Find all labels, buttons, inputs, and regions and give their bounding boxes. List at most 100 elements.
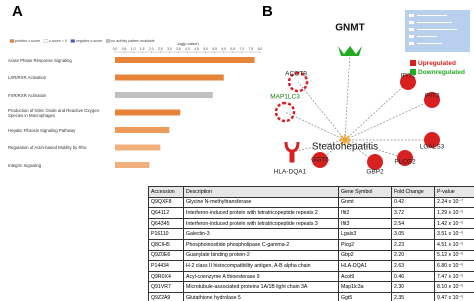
node-label: PLCG2 <box>394 159 416 166</box>
table-cell: HLA-DQA1 <box>338 260 392 272</box>
table-cell: Map1lc3a <box>338 281 392 293</box>
node-shape <box>424 92 440 108</box>
table-row: Q9Z2A9 Glutathione hydrolase 5 Ggt5 2.35 9.4… <box>148 291 474 301</box>
type-legend-icons <box>409 14 457 45</box>
legend-label: z-score = 0 <box>49 39 67 43</box>
table-cell: Lgals3 <box>338 228 392 240</box>
edge <box>344 51 351 141</box>
x-tick-label: 0.5 <box>122 47 127 51</box>
table-cell: 2.23 <box>391 238 435 251</box>
legend-swatch <box>70 39 76 43</box>
column-header: Accession <box>148 186 184 198</box>
table-header: Accession Description Gene Symbol Fold Chan… <box>148 186 474 198</box>
table-cell: Ggt5 <box>338 291 392 301</box>
table-cell: Interferon-induced protein with tetratri… <box>183 207 339 219</box>
table-cell: Q64112 <box>148 207 184 219</box>
x-tick-label: 5.0 <box>203 47 208 51</box>
bar <box>115 57 255 63</box>
column-header: Gene Symbol <box>338 186 392 198</box>
x-tick-label: 6.0 <box>221 47 226 51</box>
table-cell: 2.24 x 10⁻⁷ <box>434 196 474 209</box>
type-legend-box <box>405 10 470 52</box>
category-label: FXR/RXR Activation <box>8 92 47 98</box>
legend-label: negative z-score <box>76 39 102 43</box>
x-tick-label: 8.0 <box>258 47 263 51</box>
edge <box>344 99 433 141</box>
node-shape <box>274 101 296 123</box>
table-cell: Ifit3 <box>338 217 392 230</box>
column-header: Fold Change <box>391 186 435 198</box>
bar <box>115 127 170 133</box>
table-row: Q64345 Interferon-induced protein with te… <box>148 217 474 230</box>
node-shape <box>287 71 309 93</box>
table-cell: 3.72 <box>391 207 435 219</box>
bar <box>115 92 213 98</box>
legend-label: Upregulated <box>418 60 456 67</box>
table-cell: 4.51 x 10⁻⁵ <box>434 238 474 251</box>
center-ray <box>344 135 350 141</box>
table-row: Q9R0X4 Acyl-coenzyme A thioesterase 9 Acot… <box>148 270 474 283</box>
table-cell: Q64345 <box>148 217 184 230</box>
table-cell: 7.47 x 10⁻⁵ <box>434 270 474 283</box>
table-cell: 2.35 <box>391 291 435 301</box>
category-label: LXR/RXR Activation <box>8 75 47 80</box>
table-cell: Interferon-induced protein with tetratri… <box>183 217 339 230</box>
x-tick-label: 7.0 <box>240 47 245 51</box>
legend-label: Downregulated <box>418 69 465 76</box>
node-shape <box>397 150 413 166</box>
node-shape <box>400 74 416 90</box>
x-tick-label: 0.0 <box>113 47 118 51</box>
category-label: Regulation of Actin-based Motility by Rh… <box>8 145 87 150</box>
node-label: IFIT3 <box>424 93 440 100</box>
x-tick-label: 6.5 <box>231 47 236 51</box>
table-row: Q9QXF8 Glycine N-methyltransferase Gnmt 0.4… <box>148 196 474 209</box>
legend-label: positive z-score <box>15 39 40 43</box>
table-cell: 2.54 <box>391 217 435 230</box>
table-cell: 6.80 x 10⁻⁵ <box>434 260 474 272</box>
x-tick-label: 3.5 <box>176 47 181 51</box>
node-label: GBP2 <box>366 169 384 176</box>
table-cell: Q9Z2A9 <box>148 291 184 301</box>
legend-label: no activity pattern available <box>111 39 154 43</box>
legend-swatch <box>410 60 416 66</box>
table-row: Q91VR7 Microtubule-associated proteins 1A… <box>148 281 474 293</box>
node-shape <box>284 141 300 163</box>
bar <box>115 144 161 151</box>
table-cell: Q9R0X4 <box>148 270 184 283</box>
node-label: GGT5 <box>311 157 329 164</box>
table-row: Q8CIH5 Phosphoinositide phospholipase C-g… <box>148 238 474 251</box>
category-label: Acute Phase Response Signaling <box>8 57 72 63</box>
table-cell: Glycine N-methyltransferase <box>183 196 339 209</box>
x-tick-label: 2.0 <box>149 47 154 51</box>
edge <box>344 81 409 141</box>
table-cell: 2.63 <box>391 260 435 272</box>
node-label: ACOT9 <box>285 71 307 78</box>
category-label: Hepatic Fibrosis Signaling Pathway <box>8 127 76 133</box>
table-cell: Q9Z0E6 <box>148 249 184 262</box>
table-cell: 3.51 x 10⁻⁵ <box>434 228 474 240</box>
node-label: LGALS3 <box>420 144 445 151</box>
table-cell: Glutathione hydrolase 5 <box>183 291 339 301</box>
node-shape <box>338 46 362 56</box>
table-row: Q64112 Interferon-induced protein with te… <box>148 207 474 219</box>
protein-table: Accession Description Gene Symbol Fold Chan… <box>148 186 474 301</box>
table-cell: Q8CIH5 <box>148 238 184 251</box>
category-label: Integrin Signaling <box>8 162 42 168</box>
legend-swatch <box>43 39 49 43</box>
column-header: Description <box>183 186 339 198</box>
table-cell: Q9QXF8 <box>148 196 184 209</box>
x-tick-label: 5.5 <box>212 47 217 51</box>
table-row: P16110 Galectin-3 Lgals3 3.05 3.51 x 10⁻⁵ <box>148 228 474 240</box>
center-label: Steatohepatitis <box>312 142 378 153</box>
x-tick-label: 2.5 <box>158 47 163 51</box>
x-tick-label: 3.0 <box>167 47 172 51</box>
node-label: IFIT2 <box>400 73 416 80</box>
table-cell: Microtubule-associated proteins 1A/1B li… <box>183 281 339 293</box>
table-cell: Galectin-3 <box>183 228 339 240</box>
x-axis-title: -log(p-value) <box>176 41 199 46</box>
table-cell: 2.30 <box>391 281 435 293</box>
table-cell: Plcg2 <box>338 238 392 251</box>
bar <box>115 74 224 81</box>
node-shape <box>424 132 440 148</box>
